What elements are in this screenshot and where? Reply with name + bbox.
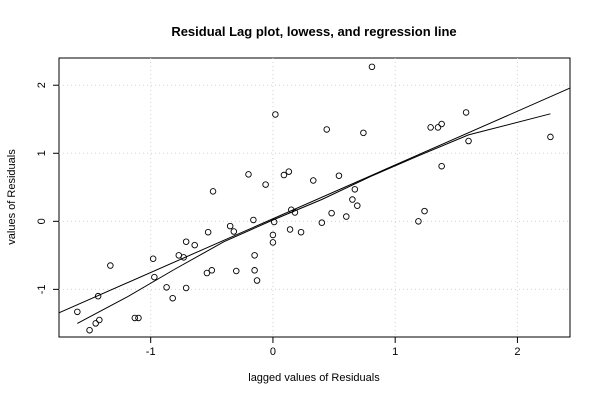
scatter-point (465, 137, 472, 145)
scatter-point (92, 320, 99, 327)
plot-frame (58, 57, 571, 338)
scatter-point (343, 213, 350, 220)
y-axis-label: values of Residuals (6, 149, 18, 245)
x-tick-label: 1 (392, 346, 398, 358)
scatter-point (163, 284, 170, 291)
scatter-point (149, 255, 157, 262)
scatter-point (182, 238, 190, 245)
scatter-point (269, 231, 277, 239)
scatter-point (251, 252, 258, 259)
scatter-point (204, 228, 212, 236)
scatter-point (245, 171, 252, 178)
ticks-layer: -1 0 1 2 -1 0 1 2 (36, 82, 520, 358)
scatter-point (182, 284, 190, 292)
scatter-point (415, 218, 422, 225)
scatter-point (349, 196, 356, 203)
fit-lines-layer (58, 87, 571, 324)
scatter-point (547, 133, 554, 141)
scatter-point (191, 241, 198, 249)
scatter-point (86, 326, 93, 334)
scatter-point (208, 267, 216, 274)
scatter-point (169, 294, 176, 302)
scatter-point (328, 209, 335, 217)
scatter-point (427, 124, 434, 131)
scatter-point (310, 177, 317, 184)
points-layer (74, 63, 554, 334)
scatter-point (74, 308, 81, 316)
scatter-point (180, 254, 187, 261)
scatter-point (323, 126, 330, 133)
scatter-point (285, 168, 293, 175)
scatter-point (421, 207, 428, 215)
lowess-line (77, 113, 551, 324)
x-tick-label: 2 (514, 346, 520, 358)
scatter-point (226, 222, 234, 230)
scatter-point (269, 239, 277, 246)
scatter-point (209, 188, 217, 195)
regression-line (58, 87, 571, 314)
scatter-point (135, 314, 142, 322)
scatter-point (297, 228, 305, 236)
scatter-point (354, 202, 361, 209)
x-tick-label: 0 (270, 346, 276, 358)
scatter-point (462, 109, 470, 116)
y-tick-label: -1 (36, 284, 48, 294)
scatter-point (203, 269, 211, 277)
scatter-point (250, 216, 257, 224)
x-axis-label: lagged values of Residuals (248, 372, 380, 384)
scatter-point (262, 181, 269, 188)
scatter-point (131, 314, 139, 322)
scatter-point (351, 186, 359, 193)
scatter-point (270, 218, 278, 226)
scatter-point (280, 171, 288, 179)
scatter-point (96, 316, 103, 324)
y-tick-label: 2 (36, 82, 48, 88)
scatter-point (107, 262, 114, 269)
scatter-point (233, 267, 240, 275)
scatter-point (94, 292, 102, 300)
scatter-point (434, 124, 442, 131)
scatter-point (438, 120, 445, 128)
scatter-point (318, 219, 326, 226)
scatter-point (438, 162, 445, 170)
x-tick-label: -1 (146, 346, 156, 358)
y-tick-label: 0 (36, 218, 48, 224)
scatter-point (335, 172, 343, 179)
scatter-point (286, 226, 294, 233)
y-tick-label: 1 (36, 150, 48, 156)
scatter-point (251, 267, 258, 274)
scatter-point (253, 277, 261, 284)
scatter-point (360, 129, 367, 137)
scatter-point (272, 111, 279, 118)
chart-title: Residual Lag plot, lowess, and regressio… (171, 24, 456, 39)
grid-layer (59, 58, 570, 337)
scatter-point (151, 273, 158, 281)
scatter-point (291, 209, 299, 216)
scatter-point (368, 63, 376, 71)
scatter-point (230, 228, 238, 235)
